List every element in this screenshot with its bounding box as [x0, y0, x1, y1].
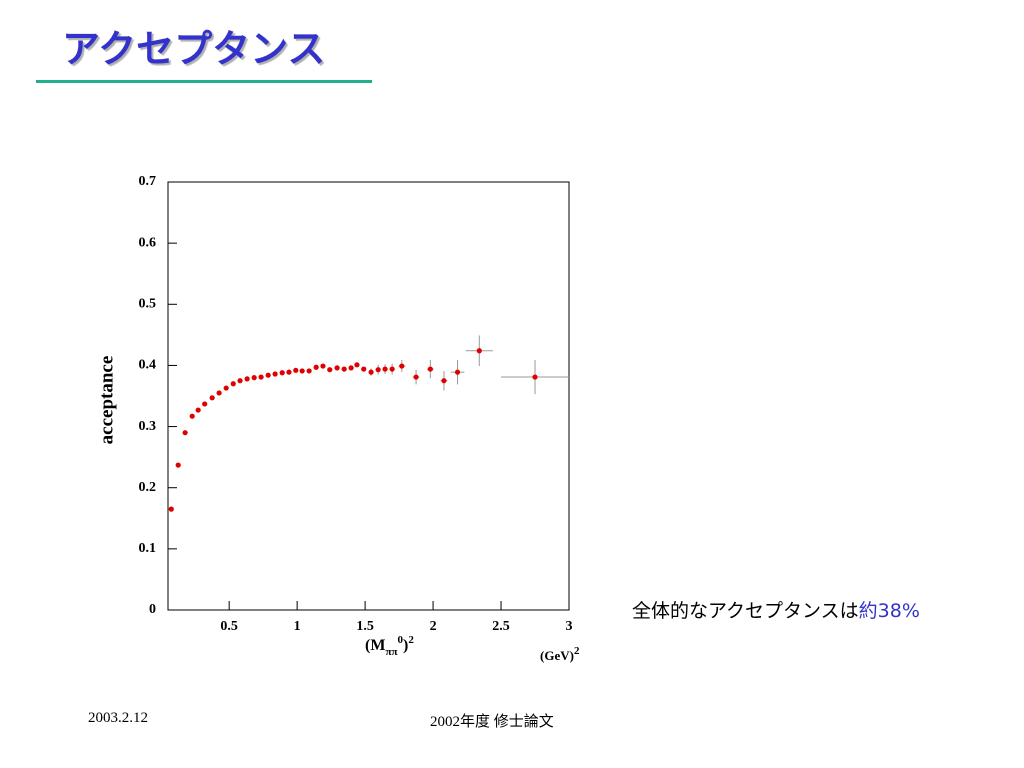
label-part: 2: [574, 645, 580, 657]
annotation-highlight: 約38%: [858, 600, 920, 622]
data-point: [175, 462, 181, 468]
x-axis-unit: (GeV)2: [540, 645, 580, 663]
x-tick-label: 1.5: [356, 619, 374, 634]
data-point: [320, 363, 326, 369]
slide-title: アクセプタンス: [62, 27, 326, 71]
y-tick-label: 0: [149, 602, 156, 617]
x-tick-label: 0.5: [220, 619, 238, 634]
annotation-text: 全体的なアクセプタンスは: [632, 600, 859, 622]
data-point: [454, 369, 461, 375]
y-tick-label: 0.4: [139, 358, 157, 373]
data-point: [216, 390, 222, 396]
plot-frame: [167, 181, 570, 611]
data-point: [189, 413, 195, 419]
data-point: [348, 365, 354, 371]
data-point: [244, 376, 250, 382]
label-part: ππ: [385, 646, 397, 658]
data-point: [389, 366, 395, 372]
x-tick-label: 1: [294, 619, 301, 634]
data-point: [375, 367, 381, 373]
label-part: (GeV): [540, 648, 574, 663]
data-point: [272, 371, 278, 377]
data-point: [532, 374, 538, 380]
data-point: [265, 372, 271, 378]
data-point: [237, 378, 243, 384]
y-tick-label: 0.6: [139, 235, 157, 250]
x-axis-label: (Mππ0)2: [365, 634, 414, 658]
data-point: [251, 375, 257, 381]
y-tick-label: 0.7: [139, 174, 157, 189]
x-tick-label: 3: [566, 619, 573, 634]
data-point: [202, 401, 208, 407]
data-point: [341, 366, 347, 372]
y-tick-label: 0.1: [139, 541, 157, 556]
data-point: [182, 430, 188, 436]
y-axis-label: acceptance: [96, 356, 117, 445]
data-point: [334, 365, 340, 371]
x-tick-label: 2: [430, 619, 437, 634]
data-point: [382, 366, 388, 372]
y-tick-label: 0.2: [139, 480, 157, 495]
title-rule: [36, 80, 372, 83]
x-tick-label: 2.5: [492, 619, 510, 634]
data-point: [306, 368, 312, 374]
data-point: [286, 369, 292, 375]
data-point: [427, 366, 433, 372]
data-point: [327, 367, 333, 373]
y-tick-label: 0.5: [139, 297, 157, 312]
data-point: [368, 369, 374, 375]
label-part: 0: [398, 634, 404, 646]
data-point: [413, 374, 419, 380]
data-point: [223, 385, 229, 391]
data-point: [354, 362, 360, 368]
chart: acceptance (Mππ0)2 (GeV)2 00.10.20.30.40…: [96, 174, 580, 663]
data-point: [299, 368, 305, 374]
data-point: [399, 363, 405, 369]
data-point: [476, 348, 482, 354]
y-tick-label: 0.3: [139, 419, 157, 434]
data-point: [441, 378, 447, 384]
label-part: (M: [365, 637, 385, 654]
label-part: 2: [408, 634, 414, 646]
data-point: [361, 366, 367, 372]
footer-center: 2002年度 修士論文: [430, 714, 554, 730]
data-point: [209, 395, 215, 401]
label-part: ): [403, 637, 408, 654]
footer-date: 2003.2.12: [88, 710, 148, 726]
data-point: [195, 407, 201, 413]
data-point: [230, 381, 236, 387]
data-point: [258, 374, 264, 380]
data-point: [168, 506, 174, 512]
annotation: 全体的なアクセプタンスは約38%: [632, 596, 920, 623]
data-point: [293, 367, 299, 373]
data-point: [313, 364, 319, 370]
data-point: [279, 370, 285, 376]
